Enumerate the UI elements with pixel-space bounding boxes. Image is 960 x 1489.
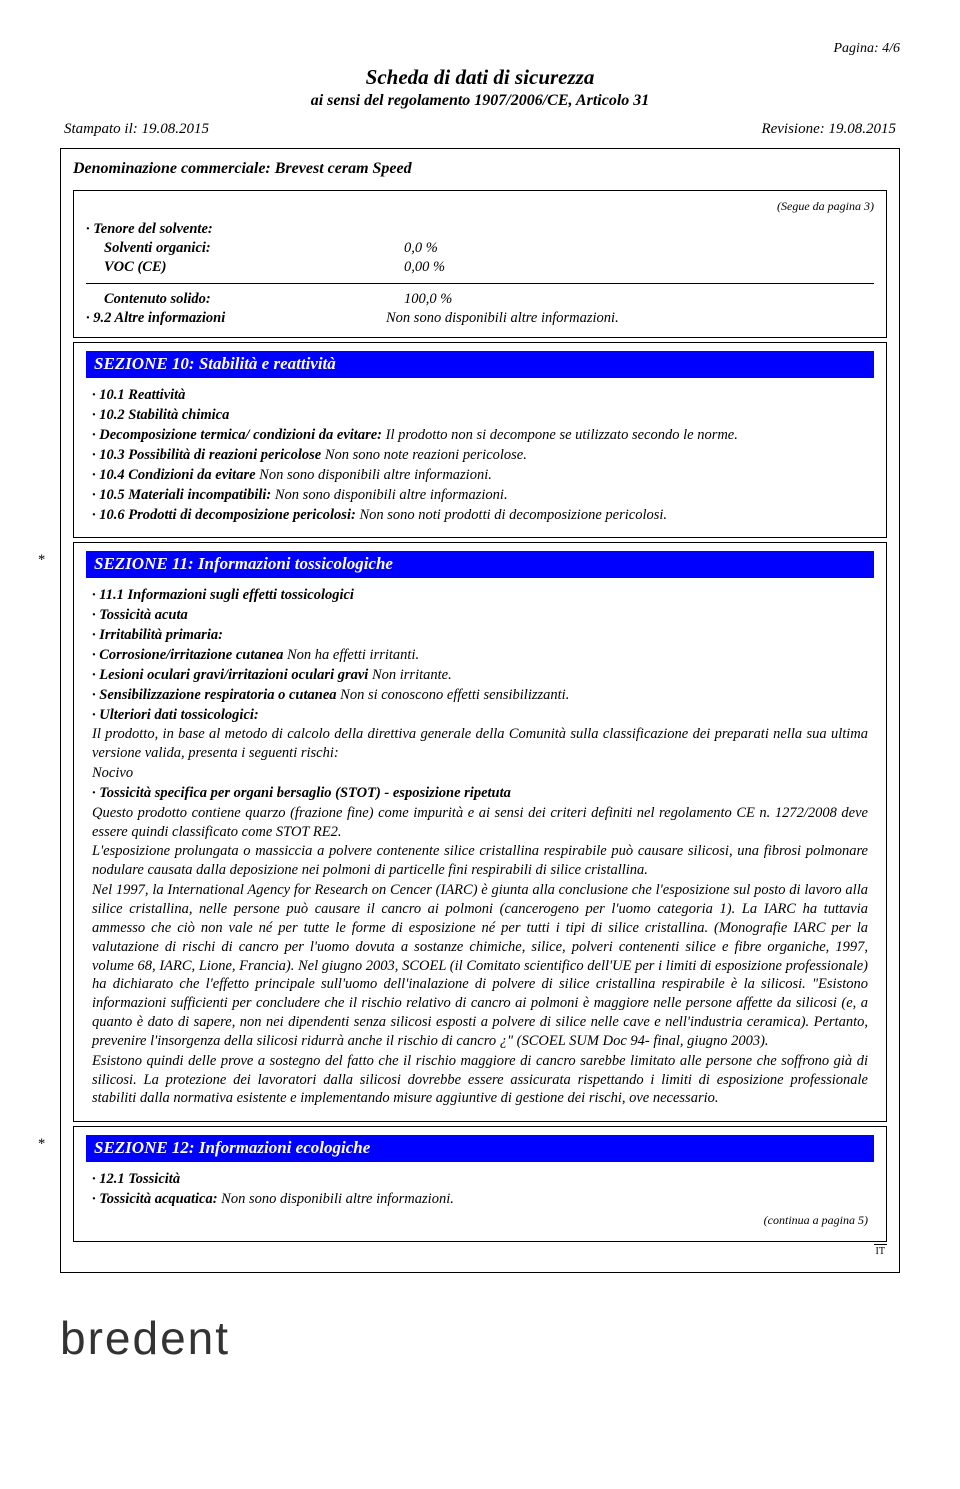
printed-date: Stampato il: 19.08.2015	[64, 120, 209, 140]
s11-effects: · 11.1 Informazioni sugli effetti tossic…	[92, 586, 868, 605]
s10-products-text: Non sono noti prodotti di decomposizione…	[356, 507, 667, 523]
s12-aqua-text: Non sono disponibili altre informazioni.	[218, 1191, 454, 1207]
s11-eye-text: Non irritante.	[368, 667, 451, 683]
s10-reactivity: · 10.1 Reattività	[92, 386, 868, 405]
s10-chemstab: · 10.2 Stabilità chimica	[92, 406, 868, 425]
s10-decomp-text: Il prodotto non si decompone se utilizza…	[382, 427, 738, 443]
s11-eye-label: · Lesioni oculari gravi/irritazioni ocul…	[92, 667, 368, 683]
s11-stot-text1: Questo prodotto contiene quarzo (frazion…	[92, 804, 868, 842]
s10-conditions-label: · 10.4 Condizioni da evitare	[92, 467, 256, 483]
s12-tox: · 12.1 Tossicità	[92, 1170, 868, 1189]
section-12-box: * SEZIONE 12: Informazioni ecologiche · …	[73, 1126, 887, 1241]
doc-title: Scheda di dati di sicurezza	[60, 64, 900, 91]
voc-value: 0,00 %	[404, 258, 445, 277]
s11-sens-text: Non si conoscono effetti sensibilizzanti…	[337, 687, 570, 703]
s12-aqua-label: · Tossicità acquatica:	[92, 1191, 218, 1207]
s11-skin-label: · Corrosione/irritazione cutanea	[92, 647, 283, 663]
commercial-name: Denominazione commerciale: Brevest ceram…	[73, 159, 887, 180]
section-11-title: SEZIONE 11: Informazioni tossicologiche	[86, 551, 874, 578]
continued-from: (Segue da pagina 3)	[86, 199, 874, 215]
s11-further-label: · Ulteriori dati tossicologici:	[92, 706, 868, 725]
solvent-organic-label: Solventi organici:	[104, 239, 404, 258]
solid-content-value: 100,0 %	[404, 290, 452, 309]
s11-stot-label: · Tossicità specifica per organi bersagl…	[92, 784, 868, 803]
solid-content-label: Contenuto solido:	[104, 290, 404, 309]
s10-materials-text: Non sono disponibili altre informazioni.	[271, 487, 507, 503]
s11-acute: · Tossicità acuta	[92, 606, 868, 625]
s11-stot-text4: Esistono quindi delle prove a sostegno d…	[92, 1052, 868, 1109]
s11-nocivo: Nocivo	[92, 764, 868, 783]
section-10-box: SEZIONE 10: Stabilità e reattività · 10.…	[73, 342, 887, 538]
solvent-header: · Tenore del solvente:	[86, 220, 874, 239]
section-10-title: SEZIONE 10: Stabilità e reattività	[86, 351, 874, 378]
section-12-title: SEZIONE 12: Informazioni ecologiche	[86, 1135, 874, 1162]
s10-reactions-text: Non sono note reazioni pericolose.	[321, 447, 527, 463]
other-info-value: Non sono disponibili altre informazioni.	[386, 309, 619, 328]
s11-stot-text3: Nel 1997, la International Agency for Re…	[92, 881, 868, 1051]
brand-logo: bredent	[60, 1309, 900, 1369]
change-marker-icon: *	[38, 1135, 45, 1154]
revision-date: Revisione: 19.08.2015	[761, 120, 896, 140]
change-marker-icon: *	[38, 551, 45, 570]
s10-materials-label: · 10.5 Materiali incompatibili:	[92, 487, 271, 503]
voc-label: VOC (CE)	[104, 258, 404, 277]
s11-irritability: · Irritabilità primaria:	[92, 626, 868, 645]
s11-further-text: Il prodotto, in base al metodo di calcol…	[92, 725, 868, 763]
s10-reactions-label: · 10.3 Possibilità di reazioni pericolos…	[92, 447, 321, 463]
section-11-box: * SEZIONE 11: Informazioni tossicologich…	[73, 542, 887, 1122]
language-tag: IT	[874, 1244, 887, 1258]
s11-sens-label: · Sensibilizzazione respiratoria o cutan…	[92, 687, 337, 703]
content-frame: Denominazione commerciale: Brevest ceram…	[60, 148, 900, 1273]
s10-conditions-text: Non sono disponibili altre informazioni.	[256, 467, 492, 483]
other-info-label: · 9.2 Altre informazioni	[86, 309, 386, 328]
s11-skin-text: Non ha effetti irritanti.	[283, 647, 419, 663]
continue-to: (continua a pagina 5)	[92, 1213, 868, 1229]
page-number: Pagina: 4/6	[60, 40, 900, 58]
doc-subtitle: ai sensi del regolamento 1907/2006/CE, A…	[60, 91, 900, 112]
s11-stot-text2: L'esposizione prolungata o massiccia a p…	[92, 842, 868, 880]
solvent-organic-value: 0,0 %	[404, 239, 438, 258]
s10-decomp-label: · Decomposizione termica/ condizioni da …	[92, 427, 382, 443]
solvent-box: (Segue da pagina 3) · Tenore del solvent…	[73, 190, 887, 339]
s10-products-label: · 10.6 Prodotti di decomposizione perico…	[92, 507, 356, 523]
